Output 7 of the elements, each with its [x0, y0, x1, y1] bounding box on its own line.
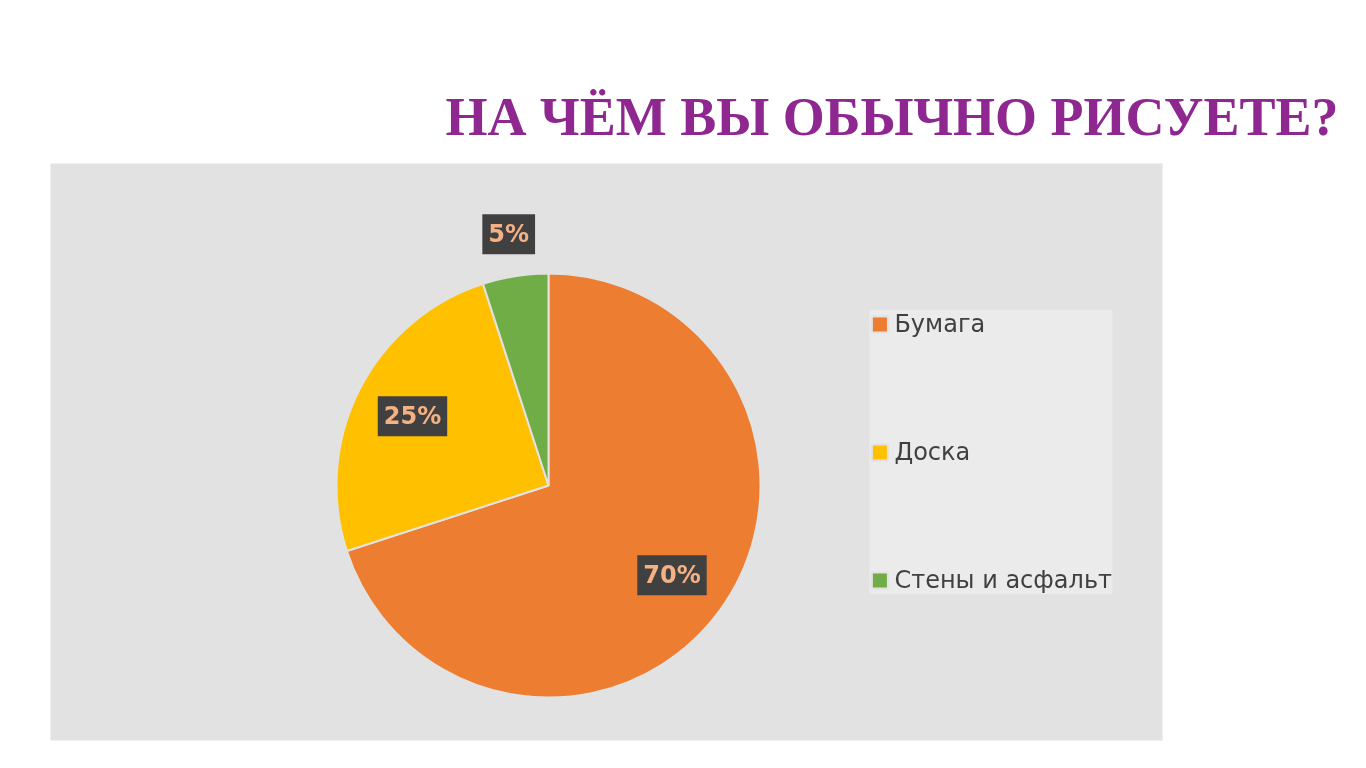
legend-label: Стены и асфальт — [894, 565, 1112, 594]
data-label: 25% — [383, 402, 442, 431]
legend-label: Бумага — [894, 309, 986, 338]
data-label: 70% — [643, 561, 701, 590]
chart-title: НА ЧЁМ ВЫ ОБЫЧНО РИСУЕТЕ? — [445, 86, 1339, 147]
data-label: 5% — [488, 220, 530, 249]
legend-label: Доска — [894, 437, 971, 466]
